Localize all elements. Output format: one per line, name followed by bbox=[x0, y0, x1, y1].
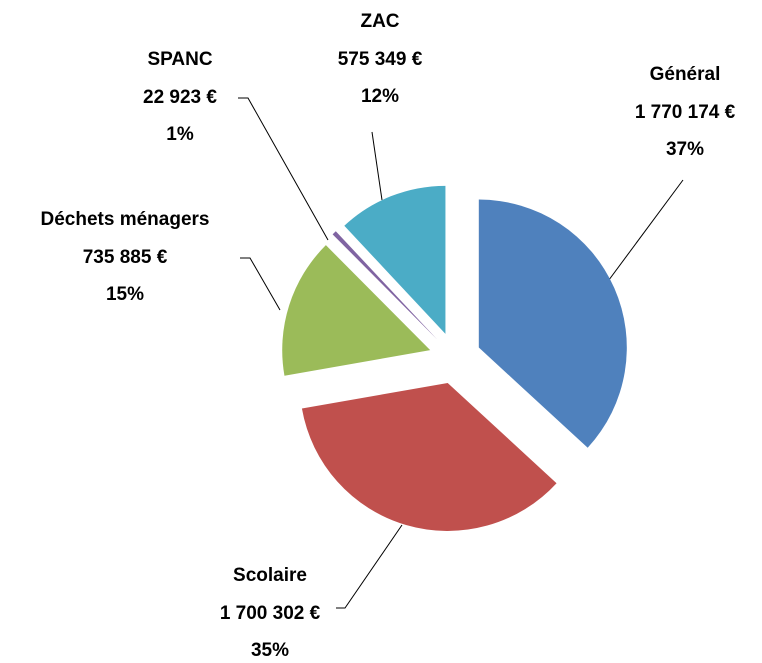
pie-slice bbox=[478, 199, 627, 448]
value-label: 1 770 174 € bbox=[635, 102, 736, 123]
slice-label: Déchets ménagers bbox=[41, 209, 210, 230]
pie-slice bbox=[332, 231, 437, 340]
leader-line bbox=[240, 257, 281, 311]
slice-label: SPANC bbox=[147, 49, 212, 70]
percent-label: 1% bbox=[166, 124, 194, 145]
leader-line bbox=[336, 524, 403, 609]
leader-line bbox=[599, 179, 684, 293]
leader-line bbox=[371, 131, 383, 201]
slice-label: Général bbox=[650, 64, 721, 85]
value-label: 1 700 302 € bbox=[220, 603, 321, 624]
leader-line bbox=[238, 97, 329, 241]
pie-slice bbox=[344, 185, 446, 334]
slice-label: Scolaire bbox=[233, 565, 307, 586]
percent-label: 37% bbox=[666, 139, 704, 160]
percent-label: 15% bbox=[106, 284, 144, 305]
value-label: 22 923 € bbox=[143, 87, 217, 108]
value-label: 575 349 € bbox=[338, 49, 423, 70]
slice-label: ZAC bbox=[360, 11, 399, 32]
pie-slice bbox=[301, 382, 557, 531]
value-label: 735 885 € bbox=[83, 247, 168, 268]
pie-slice bbox=[282, 245, 431, 376]
percent-label: 35% bbox=[251, 640, 289, 661]
percent-label: 12% bbox=[361, 86, 399, 107]
